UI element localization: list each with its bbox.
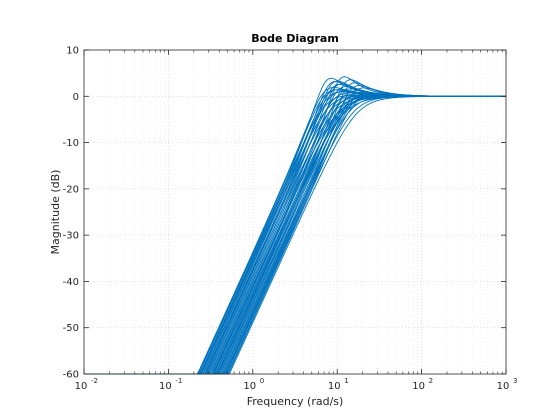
- y-tick-label: -50: [63, 323, 79, 334]
- x-tick-exponent: 2: [429, 377, 433, 385]
- x-tick-label: 10: [328, 381, 341, 392]
- x-axis-label: Frequency (rad/s): [247, 395, 344, 408]
- x-tick-exponent: -1: [175, 377, 182, 385]
- y-tick-label: -20: [63, 184, 79, 195]
- axis-ticks: [83, 49, 507, 375]
- x-tick-label: 10: [159, 381, 172, 392]
- plot-frame: [83, 49, 507, 375]
- x-tick-labels: 10 -2 10 -1 10 0 10 1 10 2 10 3: [75, 377, 518, 392]
- y-tick-label: 10: [66, 46, 79, 57]
- x-tick-label: 10: [497, 381, 510, 392]
- chart-title: Bode Diagram: [251, 32, 339, 45]
- x-tick-label: 10: [243, 381, 256, 392]
- x-tick-label: 10: [412, 381, 425, 392]
- y-tick-label: 0: [73, 92, 79, 103]
- y-tick-label: -30: [63, 231, 79, 242]
- y-tick-label: -60: [63, 370, 79, 381]
- y-tick-label: -10: [63, 138, 79, 149]
- x-tick-exponent: 0: [260, 377, 264, 385]
- x-tick-exponent: 3: [513, 377, 517, 385]
- x-tick-label: 10: [75, 381, 88, 392]
- x-tick-exponent: -2: [91, 377, 98, 385]
- y-axis-label: Magnitude (dB): [49, 170, 62, 255]
- y-tick-labels: 10 0 -10 -20 -30 -40 -50 -60: [63, 46, 79, 381]
- x-tick-exponent: 1: [344, 377, 348, 385]
- y-tick-label: -40: [63, 277, 79, 288]
